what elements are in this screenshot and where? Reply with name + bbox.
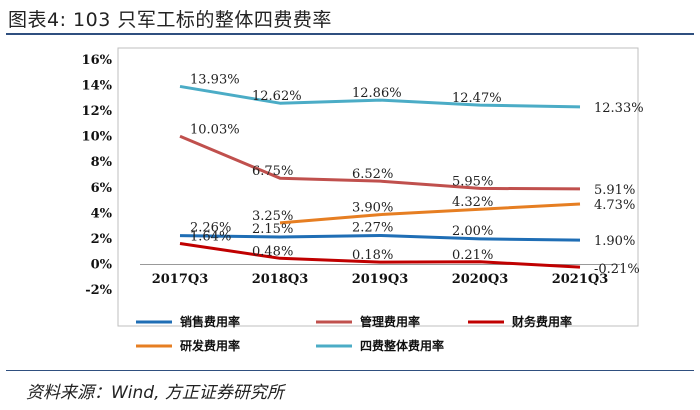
data-label: 12.86% [352,86,402,101]
figure-title: 图表4: 103 只军工标的整体四费费率 [8,9,332,31]
data-label: 1.90% [594,234,635,249]
y-tick-label: 2% [91,232,113,247]
data-label: 1.64% [190,229,231,244]
y-tick-label: 8% [91,155,113,170]
data-labels: 2.26% 2.15% 2.27% 2.00% 1.90% 10.03% 6.75% 6.52… [190,72,644,277]
y-axis: 16% 14% 12% 10% 8% 6% 4% 2% 0% -2% [82,53,113,298]
y-tick-label: 10% [82,130,113,145]
data-label: 4.73% [594,198,635,213]
data-label: 6.75% [252,164,293,179]
series-line-3 [279,202,581,225]
legend-label: 研发费用率 [180,338,240,353]
y-tick-label: 6% [91,181,113,196]
data-label: 12.62% [252,89,302,104]
data-label: 5.91% [594,183,635,198]
y-tick-label: 16% [82,53,113,68]
bottom-rule [6,370,694,371]
legend-label: 管理费用率 [360,314,420,329]
data-label: 2.26% [190,221,231,236]
data-label: 12.47% [452,91,502,106]
series-line-4 [179,84,581,109]
y-tick-label: 12% [82,104,113,119]
y-tick-label: -2% [85,283,112,298]
data-label: 12.33% [594,101,644,116]
x-tick-label: 2018Q3 [252,272,309,287]
data-label: 10.03% [190,122,240,137]
legend-label: 财务费用率 [511,314,572,329]
data-label: -0.21% [594,262,640,277]
data-label: 4.32% [452,195,493,210]
y-tick-label: 0% [91,257,113,272]
series-group [179,84,581,269]
data-label: 3.90% [352,201,393,216]
y-tick-label: 14% [82,79,113,94]
data-label: 0.21% [452,248,493,263]
series-line-1 [179,134,581,191]
x-tick-label: 2021Q3 [552,272,609,287]
data-label: 6.52% [352,167,393,182]
plot-area-border [117,47,639,327]
title-rule [6,33,694,35]
data-label: 3.25% [252,209,293,224]
data-label: 2.00% [452,224,493,239]
data-label: 0.18% [352,248,393,263]
series-line-2 [179,242,581,269]
data-label: 2.15% [252,222,293,237]
line-chart: 16%14%12%10%8%6%4%2%0%-2% 2017Q3 2018Q3 20… [82,47,644,353]
data-label: 0.48% [252,244,293,259]
data-label: 2.27% [352,220,393,235]
y-tick-label: 4% [91,206,113,221]
series-line-0 [179,233,581,242]
legend-label: 销售费用率 [180,314,240,329]
legend-label: 四费整体费用率 [360,338,444,353]
data-label: 13.93% [190,72,240,87]
x-tick-label: 2019Q3 [352,272,409,287]
x-tick-label: 2017Q3 [152,272,209,287]
x-tick-label: 2020Q3 [452,272,509,287]
source-note: 资料来源：Wind, 方正证券研究所 [26,383,284,403]
x-axis: 2017Q3 2018Q3 2019Q3 2020Q3 2021Q3 [152,272,609,287]
data-label: 5.95% [452,174,493,189]
